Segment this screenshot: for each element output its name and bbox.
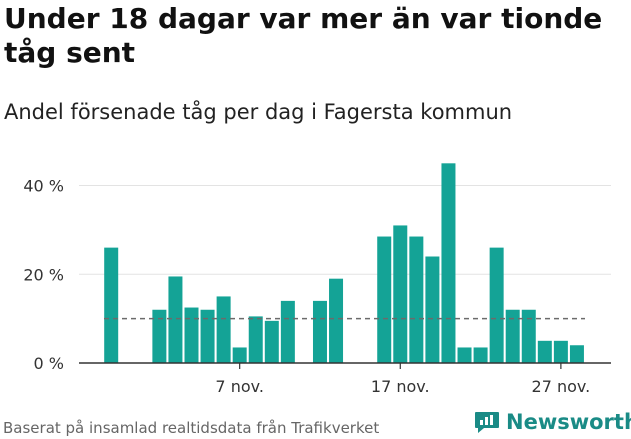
bar	[168, 276, 183, 363]
bar	[569, 345, 584, 363]
x-tick-label: 7 nov.	[215, 377, 264, 396]
bar	[409, 236, 424, 363]
bar	[280, 300, 295, 363]
bar	[505, 309, 520, 363]
bar	[264, 320, 279, 363]
newsworthy-logo-icon	[475, 412, 499, 433]
chart-title: Under 18 dagar var mer än var tionde tåg…	[4, 2, 603, 69]
bar	[377, 236, 392, 363]
bar	[441, 163, 456, 363]
bar	[152, 309, 167, 363]
bar	[248, 316, 263, 363]
bar	[393, 225, 408, 363]
bar	[200, 309, 215, 363]
bar	[457, 347, 472, 363]
x-tick-label: 27 nov.	[532, 377, 591, 396]
brand-name: Newsworthy	[506, 410, 631, 434]
bar	[425, 256, 440, 363]
bar	[553, 340, 568, 363]
source-note: Baserat på insamlad realtidsdata från Tr…	[3, 419, 380, 437]
bar	[184, 307, 199, 363]
brand-logo: Newsworthy	[474, 408, 631, 436]
bar	[329, 278, 344, 363]
y-tick-label: 0 %	[34, 354, 64, 373]
chart-subtitle: Andel försenade tåg per dag i Fagersta k…	[4, 100, 513, 124]
bar	[473, 347, 488, 363]
bar	[537, 340, 552, 363]
bar	[312, 300, 327, 363]
y-tick-label: 20 %	[23, 265, 64, 284]
bar	[232, 347, 247, 363]
x-tick-label: 17 nov.	[371, 377, 430, 396]
bar	[521, 309, 536, 363]
bar	[216, 296, 231, 363]
bar-chart: 0 % 20 % 40 % 7 nov. 17 nov. 27 nov.	[23, 163, 611, 396]
bar	[104, 247, 119, 363]
bar	[489, 247, 504, 363]
y-tick-label: 40 %	[23, 177, 64, 196]
